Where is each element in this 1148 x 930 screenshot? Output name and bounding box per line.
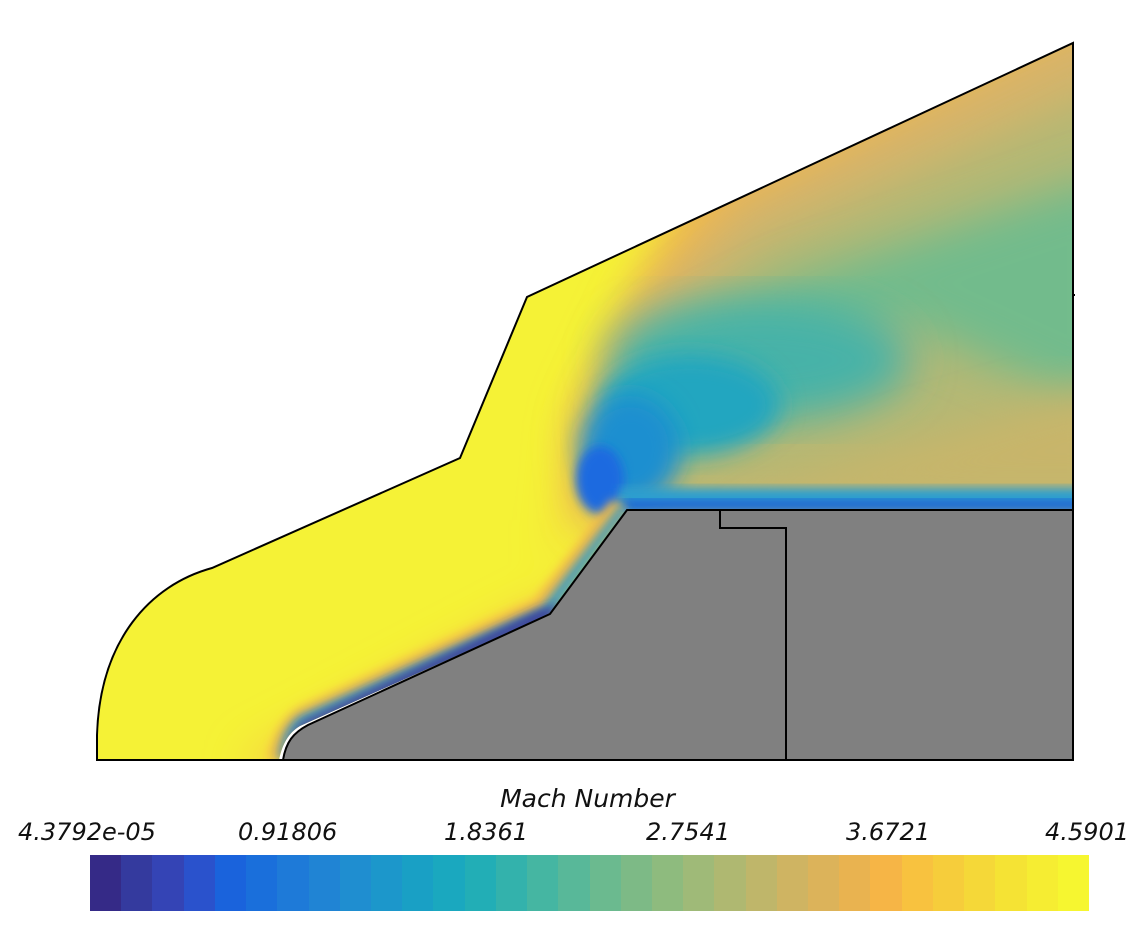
colorbar-tick-1: 0.91806 [238,818,338,846]
colorbar-swatch [277,855,309,911]
colorbar-swatch [308,855,340,911]
colorbar-swatch [433,855,465,911]
colorbar-swatch [714,855,746,911]
colorbar-swatch [370,855,403,911]
colorbar-swatch [589,855,621,911]
colorbar-swatch [808,855,840,911]
colorbar-swatch [152,855,184,911]
colorbar-swatch [90,855,122,911]
colorbar-swatch [995,855,1027,911]
colorbar-swatch [495,855,528,911]
colorbar-swatch [839,855,871,911]
colorbar-swatch [214,855,247,911]
colorbar-swatch [964,855,996,911]
colorbar-tick-2: 1.8361 [444,818,528,846]
colorbar-swatch [745,855,777,911]
colorbar-swatch [620,855,652,911]
colorbar-swatch [464,855,496,911]
body-internal-line [719,511,787,760]
colorbar-tick-4: 3.6721 [846,818,930,846]
colorbar-swatch [932,855,965,911]
colorbar-swatch [776,855,809,911]
domain-outline [96,41,1074,761]
colorbar-title: Mach Number [500,784,675,813]
colorbar-swatch [121,855,153,911]
colorbar-swatch [183,855,215,911]
colorbar-swatch [402,855,434,911]
solid-body [281,509,1074,761]
colorbar-tick-max: 4.5901 [1045,818,1129,846]
colorbar-swatch [246,855,278,911]
colorbar-swatch [527,855,559,911]
colorbar-swatch [339,855,371,911]
colorbar-swatch [870,855,902,911]
colorbar [90,855,1089,911]
colorbar-tick-min: 4.3792e-05 [18,818,156,846]
colorbar-swatch [683,855,715,911]
colorbar-swatch [651,855,684,911]
colorbar-swatch [558,855,590,911]
colorbar-tick-3: 2.7541 [646,818,730,846]
colorbar-swatch [1057,855,1089,911]
colorbar-swatch [901,855,933,911]
colorbar-swatch [1026,855,1058,911]
